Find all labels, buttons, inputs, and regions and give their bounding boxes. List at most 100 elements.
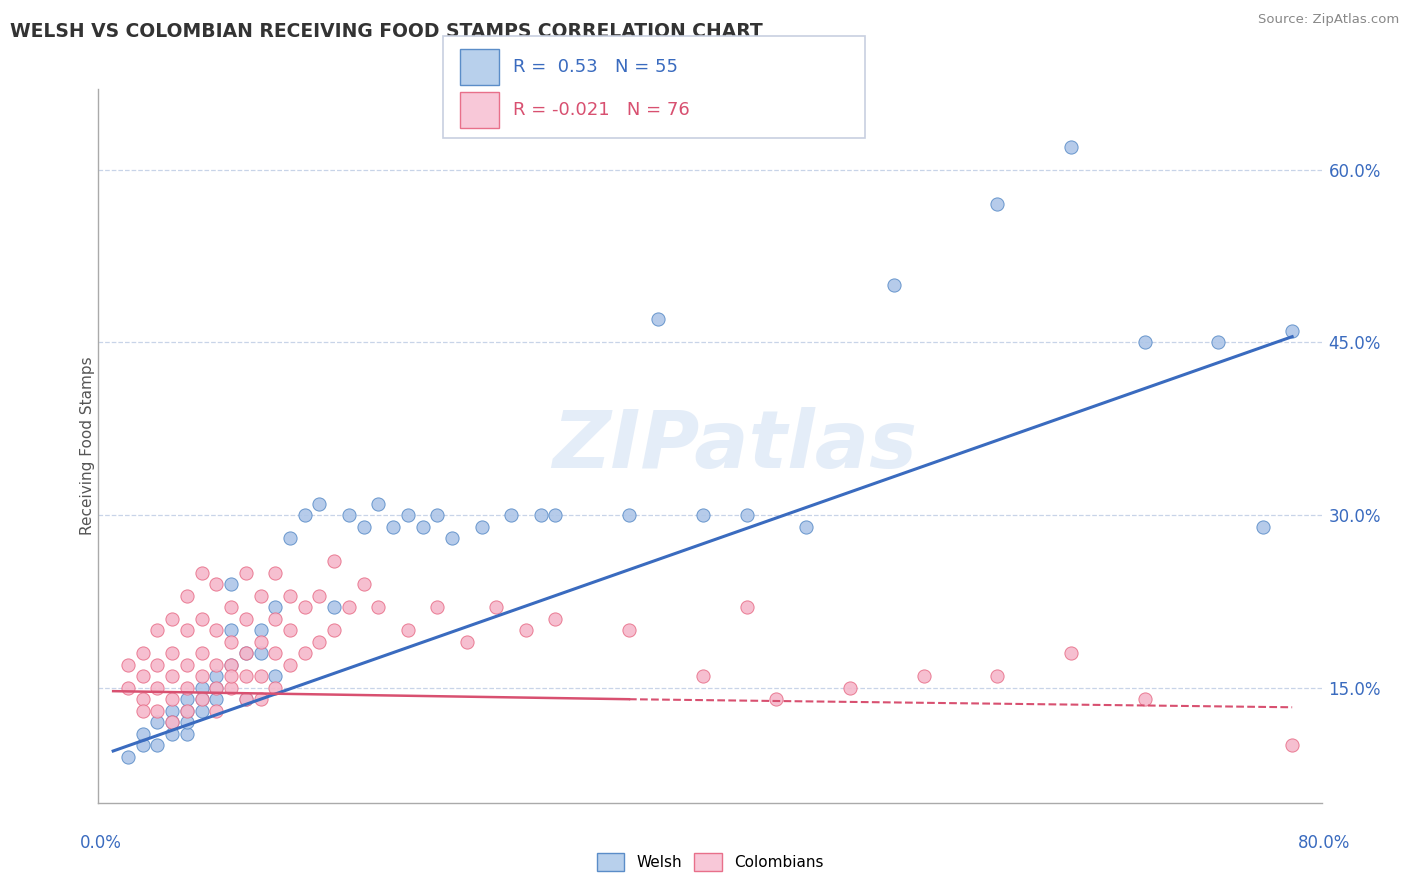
Point xyxy=(146,715,169,730)
Point xyxy=(205,681,228,695)
Point xyxy=(382,519,405,533)
Point xyxy=(176,715,198,730)
Point xyxy=(205,704,228,718)
Point xyxy=(294,646,316,660)
Point xyxy=(146,681,169,695)
Point xyxy=(529,508,551,522)
Point xyxy=(131,692,153,706)
Point xyxy=(367,497,389,511)
Point xyxy=(146,623,169,637)
Point xyxy=(205,669,228,683)
Point xyxy=(441,531,464,545)
Point xyxy=(412,519,434,533)
Y-axis label: Receiving Food Stamps: Receiving Food Stamps xyxy=(80,357,94,535)
Text: 0.0%: 0.0% xyxy=(80,834,122,852)
Point xyxy=(235,646,257,660)
Point xyxy=(176,657,198,672)
Point xyxy=(131,646,153,660)
Point xyxy=(1251,519,1274,533)
Point xyxy=(176,727,198,741)
Point xyxy=(219,669,242,683)
Point xyxy=(131,704,153,718)
Point xyxy=(278,623,301,637)
Point xyxy=(160,669,183,683)
Point xyxy=(160,692,183,706)
Point xyxy=(190,681,212,695)
Point xyxy=(190,692,212,706)
Point xyxy=(337,508,360,522)
Point xyxy=(692,508,714,522)
Point xyxy=(794,519,817,533)
Point xyxy=(264,669,287,683)
Point xyxy=(205,681,228,695)
Text: 80.0%: 80.0% xyxy=(1298,834,1351,852)
Point xyxy=(735,508,758,522)
Point xyxy=(131,738,153,752)
Point xyxy=(1060,646,1083,660)
Point xyxy=(647,312,669,326)
Text: Source: ZipAtlas.com: Source: ZipAtlas.com xyxy=(1258,13,1399,27)
Point xyxy=(264,612,287,626)
Point xyxy=(235,692,257,706)
Point xyxy=(264,600,287,615)
Point xyxy=(264,646,287,660)
Point xyxy=(117,749,139,764)
Point xyxy=(249,669,271,683)
Point xyxy=(912,669,935,683)
Point xyxy=(205,623,228,637)
Point xyxy=(219,657,242,672)
Point xyxy=(323,554,346,568)
Point xyxy=(264,681,287,695)
Point xyxy=(235,646,257,660)
Point xyxy=(219,577,242,591)
Point xyxy=(249,692,271,706)
Point xyxy=(1208,335,1230,350)
Point xyxy=(190,612,212,626)
Point xyxy=(426,600,449,615)
Point xyxy=(160,646,183,660)
Point xyxy=(426,508,449,522)
Point xyxy=(146,657,169,672)
Point xyxy=(146,738,169,752)
Point xyxy=(160,727,183,741)
Point xyxy=(176,692,198,706)
Text: ZIPatlas: ZIPatlas xyxy=(553,407,917,485)
Point xyxy=(190,669,212,683)
Point xyxy=(485,600,508,615)
Point xyxy=(176,681,198,695)
Point xyxy=(131,727,153,741)
Point xyxy=(986,197,1008,211)
Point xyxy=(205,692,228,706)
Point xyxy=(205,657,228,672)
Point xyxy=(499,508,522,522)
Point xyxy=(117,681,139,695)
Point xyxy=(160,704,183,718)
Point xyxy=(1281,738,1303,752)
Point xyxy=(249,589,271,603)
Point xyxy=(353,519,375,533)
Point xyxy=(278,657,301,672)
Point xyxy=(190,646,212,660)
Point xyxy=(515,623,537,637)
Point xyxy=(160,715,183,730)
Point xyxy=(219,634,242,648)
Point xyxy=(692,669,714,683)
Point xyxy=(235,612,257,626)
Text: R = -0.021   N = 76: R = -0.021 N = 76 xyxy=(513,101,690,119)
Point xyxy=(190,692,212,706)
Point xyxy=(205,577,228,591)
Point xyxy=(131,669,153,683)
Point xyxy=(367,600,389,615)
Point xyxy=(235,692,257,706)
Point xyxy=(249,634,271,648)
Point xyxy=(264,566,287,580)
Point xyxy=(146,704,169,718)
Point xyxy=(544,508,567,522)
Point xyxy=(278,531,301,545)
Point xyxy=(176,589,198,603)
Point xyxy=(1133,692,1156,706)
Point xyxy=(308,634,330,648)
Point xyxy=(235,566,257,580)
Point xyxy=(219,681,242,695)
Point xyxy=(219,623,242,637)
